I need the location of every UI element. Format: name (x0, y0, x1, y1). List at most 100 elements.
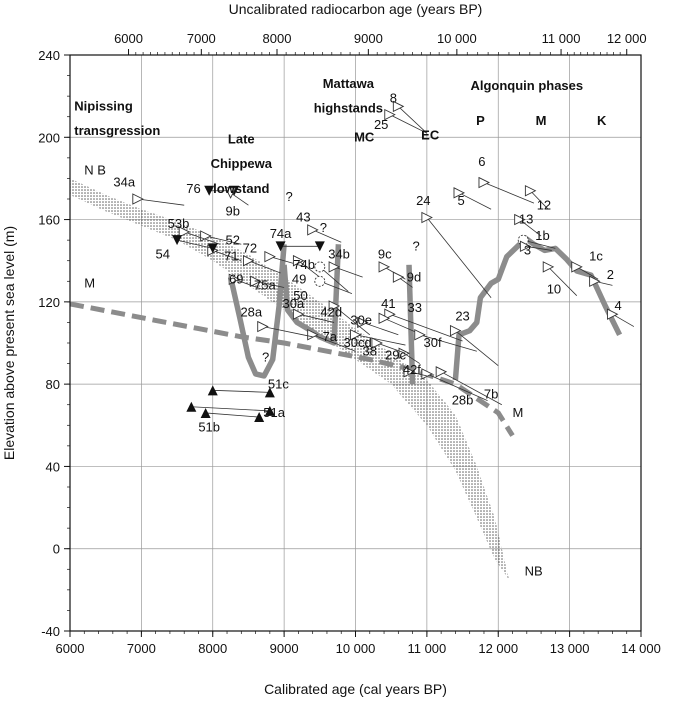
top-tick-label: 8000 (263, 31, 292, 46)
sample-marker (350, 329, 362, 341)
sample-12: 12 (524, 185, 551, 212)
sample-label: 1b (535, 228, 549, 243)
y-tick-label: 0 (53, 542, 60, 557)
sample-30cd: 30cd (344, 329, 406, 350)
annotation-label: Late (228, 131, 255, 146)
sample-label: 6 (478, 154, 485, 169)
sample-marker (392, 271, 405, 283)
sample-label: 49 (292, 271, 306, 286)
annotation-label: M (513, 405, 524, 420)
question-mark: ? (286, 189, 293, 204)
annotation-label: MC (354, 129, 375, 144)
sample-range-line (248, 260, 281, 274)
sample-label: 51b (198, 419, 220, 434)
sample-range-line (255, 280, 285, 288)
sample-range-line (440, 371, 503, 406)
sample-9c: 9c (378, 247, 406, 280)
sample-marker (264, 250, 276, 263)
sample-range-line (234, 278, 263, 290)
sample-range-line (319, 280, 353, 295)
sample-34a: 34a (113, 175, 185, 206)
question-mark: ? (320, 220, 327, 235)
x-axis-ticks: 6000 7000 8000 9000 10 000 11 000 12 000 13 000… (56, 631, 661, 656)
sample-range-line (547, 266, 578, 296)
sample-marker (542, 261, 555, 273)
question-mark: ? (413, 238, 420, 253)
annotation-label: P (476, 113, 485, 128)
sample-label: 30f (424, 335, 442, 350)
sample-label: 75a (254, 278, 276, 293)
sample-2: 2 (589, 267, 614, 288)
sample-label: 24 (416, 193, 430, 208)
sample-range-line (230, 192, 249, 206)
sample-label: 74b (293, 257, 315, 272)
sample-marker (264, 405, 275, 416)
sample-range-line (362, 322, 399, 336)
sample-marker (449, 324, 462, 337)
sample-13: 13 (514, 212, 542, 237)
y-axis-ticks: -40 0 40 80 120 160 200 240 (38, 48, 70, 639)
sample-range-line (530, 190, 549, 210)
sample-label: 13 (519, 212, 533, 227)
sample-43: 43 (296, 210, 342, 243)
sample-label: 28a (240, 304, 262, 319)
sample-marker (250, 275, 262, 288)
y-axis-title: Elevation above present sea level (m) (1, 226, 17, 460)
annotation-label: NB (525, 563, 543, 578)
sample-range-line (519, 219, 542, 237)
sample-label: 7a (323, 329, 338, 344)
sample-label: 76 (186, 181, 200, 196)
sample-range-line (389, 313, 463, 342)
top-tick-label: 10 000 (437, 31, 477, 46)
annotation-label: M (84, 275, 95, 290)
x-tick-label: 10 000 (336, 641, 376, 656)
sample-label: 34a (113, 175, 135, 190)
sample-marker (224, 187, 237, 199)
y-tick-label: 80 (46, 377, 60, 392)
sample-label: 42f (403, 362, 421, 377)
y-tick-label: 160 (38, 213, 60, 228)
sample-38: 38 (363, 337, 406, 358)
sample-label: 33 (408, 300, 422, 315)
sample-marker (392, 100, 405, 113)
nb-band (70, 178, 509, 580)
sample-range-line (426, 373, 488, 401)
sample-marker (328, 261, 341, 273)
sample-label: 43 (296, 210, 310, 225)
sample-label: 9d (407, 269, 421, 284)
sample-label: 1c (589, 249, 603, 264)
annotation-label: Chippewa (211, 156, 273, 171)
sample-marker (421, 211, 433, 224)
sample-label: 10 (547, 282, 561, 297)
sample-marker (204, 185, 215, 196)
sample-label: 41 (381, 296, 395, 311)
sample-range-line (455, 330, 499, 366)
x-tick-label: 14 000 (621, 641, 661, 656)
y-tick-label: 200 (38, 130, 60, 145)
sample-30f: 30f (414, 329, 477, 352)
sample-range-line (176, 239, 213, 249)
question-mark: ? (262, 350, 269, 365)
sample-marker (357, 316, 369, 329)
sample-label: 30a (283, 296, 305, 311)
x-tick-label: 7000 (127, 641, 156, 656)
sample-25: 25 (374, 108, 428, 134)
sample-marker (403, 366, 416, 378)
series-m-line (69, 301, 515, 437)
sample-label: 25 (374, 117, 388, 132)
sample-74b: 74b (292, 254, 321, 278)
sample-28a: 28a (240, 304, 313, 338)
sample-marker (228, 273, 241, 285)
sample-42d: 42d (320, 300, 371, 336)
sample-label: 28b (452, 393, 474, 408)
sample-marker (275, 241, 286, 252)
sample-label: 42d (320, 304, 342, 319)
sample-range-line (298, 260, 321, 278)
sample-marker (257, 320, 269, 333)
sample-range-line (312, 229, 342, 243)
sample-marker (378, 312, 391, 325)
top-tick-label: 11 000 (542, 31, 581, 46)
sample-50: 50 (293, 275, 353, 303)
sample-33: 33 (384, 300, 463, 342)
